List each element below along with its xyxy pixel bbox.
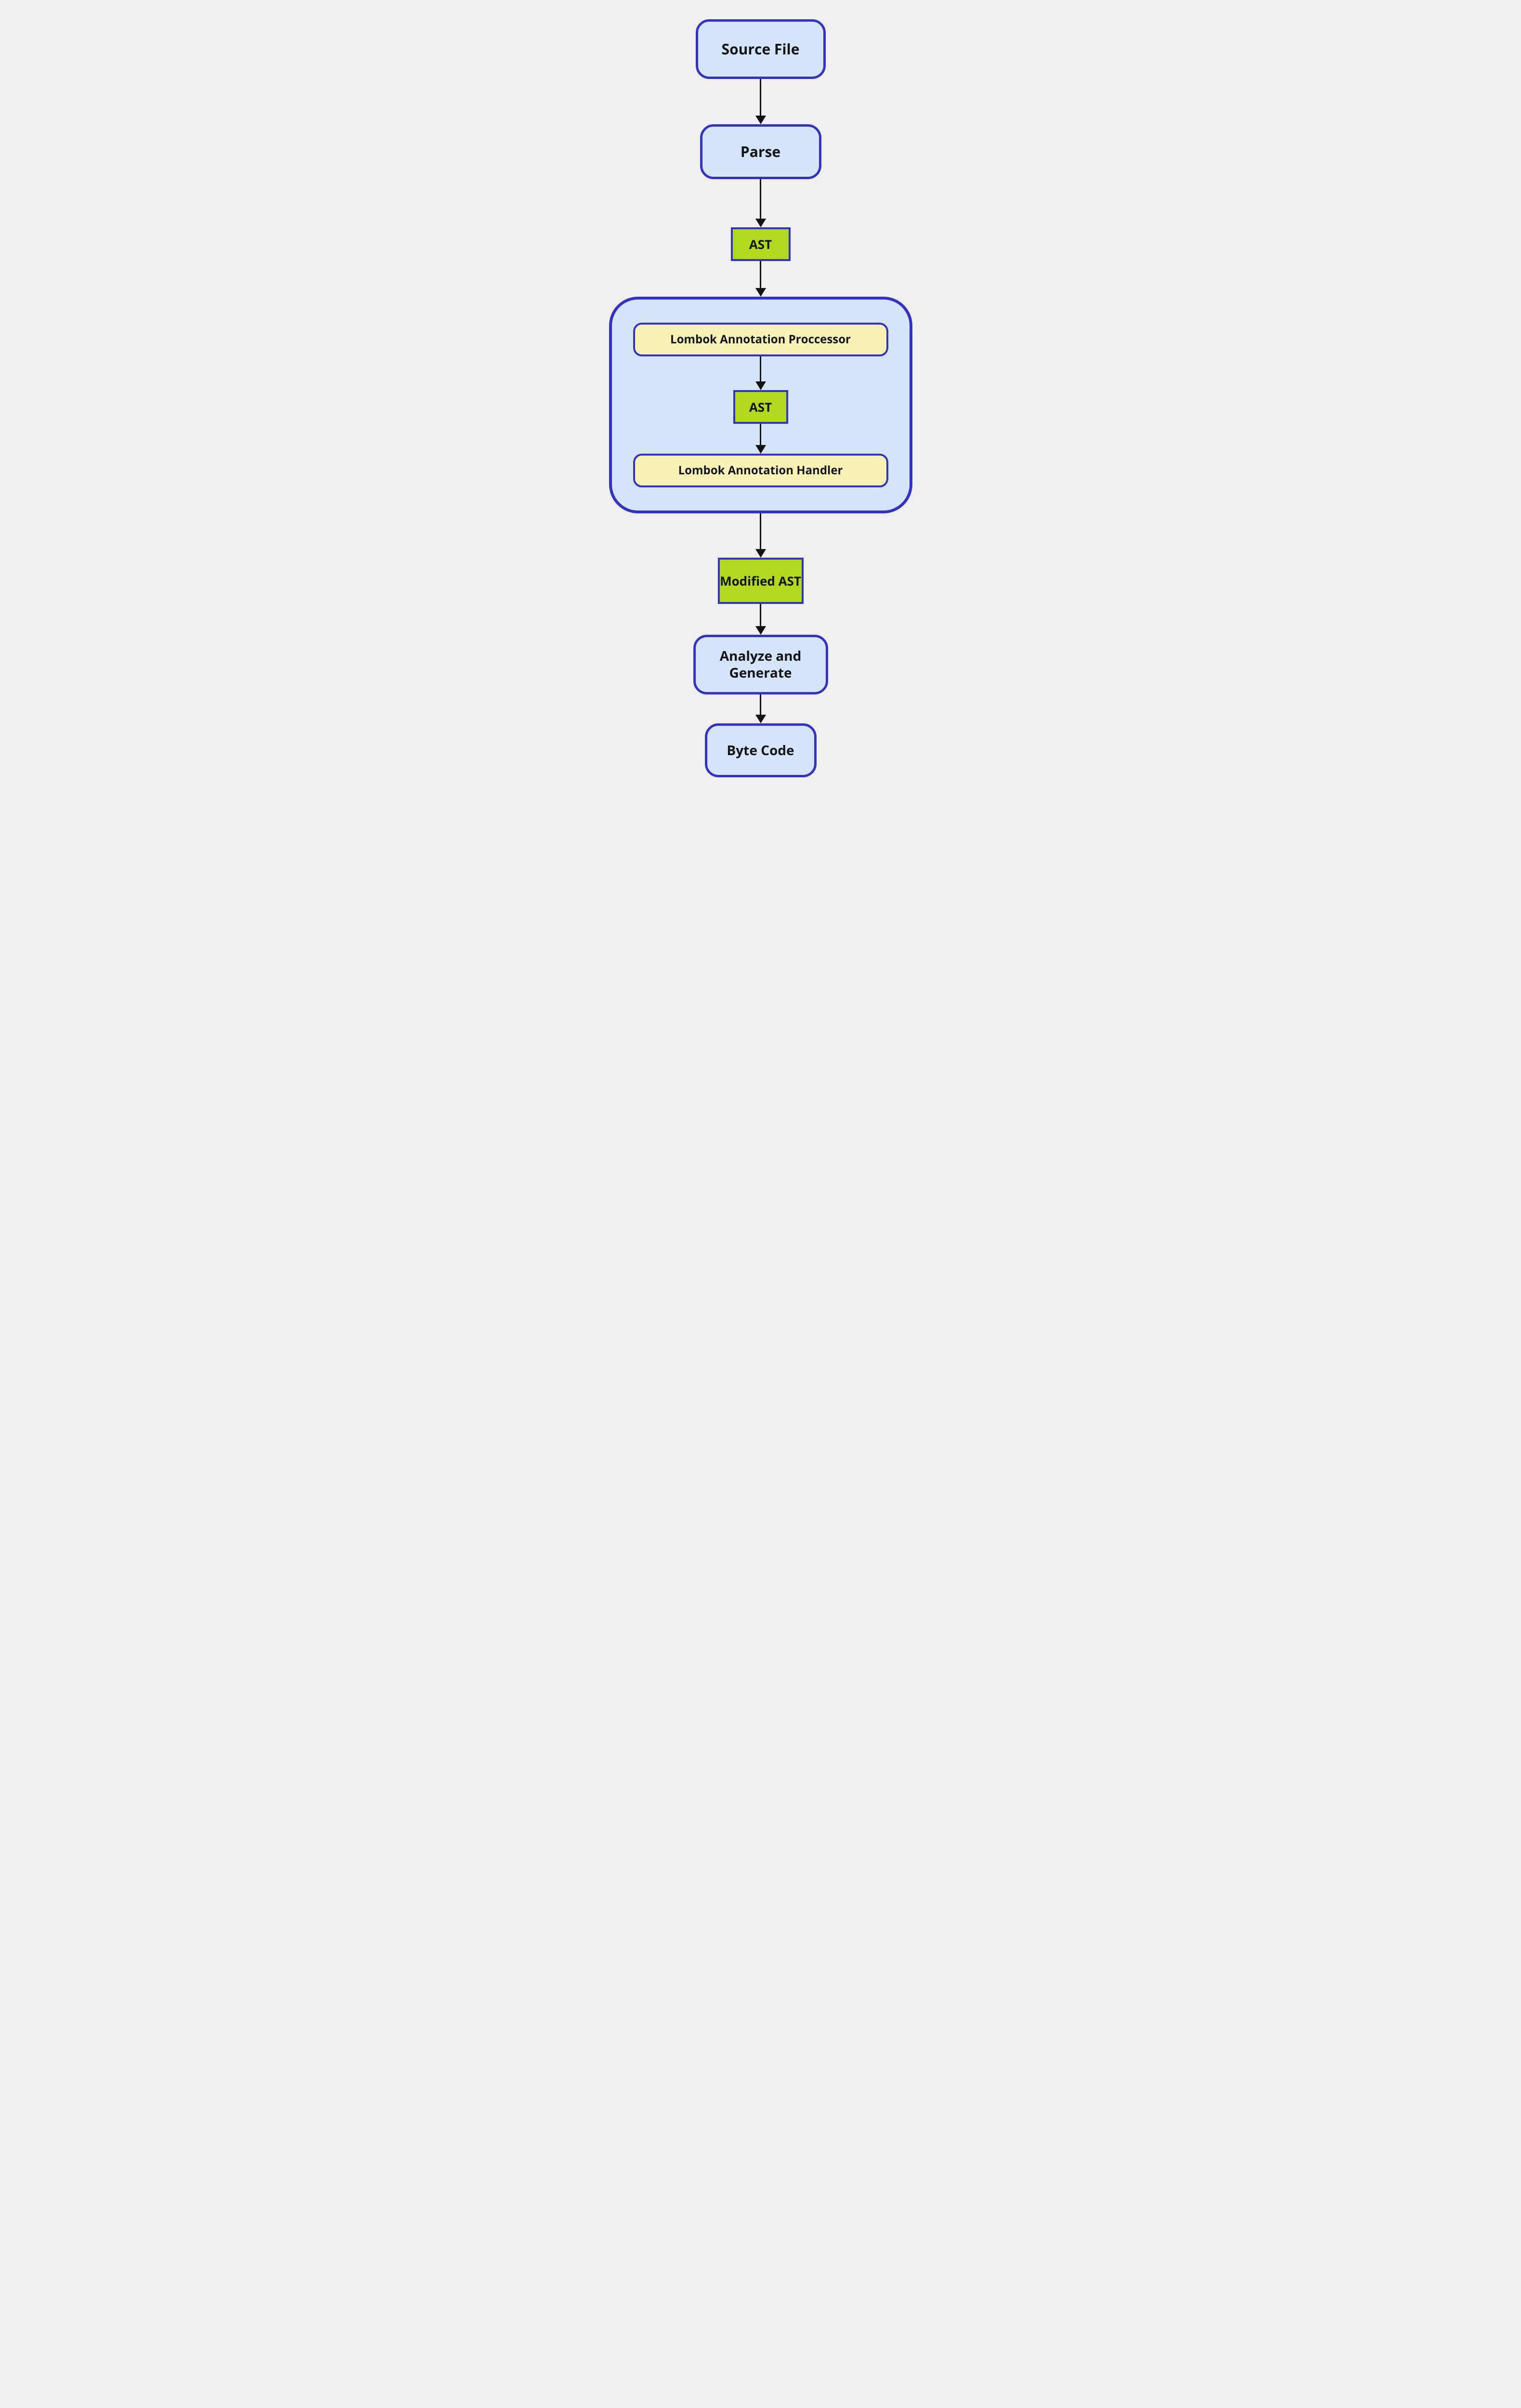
arrow <box>755 79 766 124</box>
node-ast: AST <box>731 227 791 261</box>
lombok-container: Lombok Annotation Proccessor AST Lombok … <box>609 297 912 513</box>
arrow <box>755 513 766 558</box>
arrow-line <box>760 424 762 445</box>
arrow-line <box>760 79 762 116</box>
arrow-line <box>760 604 762 626</box>
node-lombok-annotation-handler: Lombok Annotation Handler <box>633 454 888 487</box>
arrow-head-icon <box>755 116 766 124</box>
node-parse: Parse <box>700 124 821 179</box>
arrow-line <box>760 356 762 381</box>
node-lombok-annotation-processor: Lombok Annotation Proccessor <box>633 323 888 356</box>
arrow <box>755 424 766 454</box>
arrow-line <box>760 513 762 549</box>
arrow-head-icon <box>755 715 766 723</box>
arrow <box>755 179 766 227</box>
arrow <box>755 604 766 635</box>
node-label: Lombok Annotation Handler <box>678 463 843 478</box>
node-label: Parse <box>741 143 780 161</box>
arrow-head-icon <box>755 549 766 558</box>
node-analyze-generate: Analyze and Generate <box>693 635 828 694</box>
node-label: AST <box>749 399 772 415</box>
arrow-head-icon <box>755 219 766 227</box>
arrow <box>755 356 766 390</box>
arrow-head-icon <box>755 381 766 390</box>
node-label: Source File <box>722 40 800 58</box>
node-source-file: Source File <box>696 19 826 79</box>
arrow-line <box>760 694 762 715</box>
node-label: Byte Code <box>727 742 794 759</box>
node-label: AST <box>749 236 772 252</box>
arrow <box>755 261 766 297</box>
node-ast: AST <box>733 390 788 424</box>
node-byte-code: Byte Code <box>705 723 817 777</box>
arrow-head-icon <box>755 626 766 635</box>
node-label: Analyze and Generate <box>696 648 826 681</box>
node-modified-ast: Modified AST <box>718 558 804 604</box>
arrow-line <box>760 261 762 288</box>
arrow-line <box>760 179 762 219</box>
arrow-head-icon <box>755 288 766 297</box>
flowchart-canvas: Source File Parse AST Lombok Annotation … <box>549 19 973 777</box>
node-label: Modified AST <box>720 573 801 589</box>
arrow-head-icon <box>755 445 766 454</box>
arrow <box>755 694 766 723</box>
node-label: Lombok Annotation Proccessor <box>670 332 851 347</box>
